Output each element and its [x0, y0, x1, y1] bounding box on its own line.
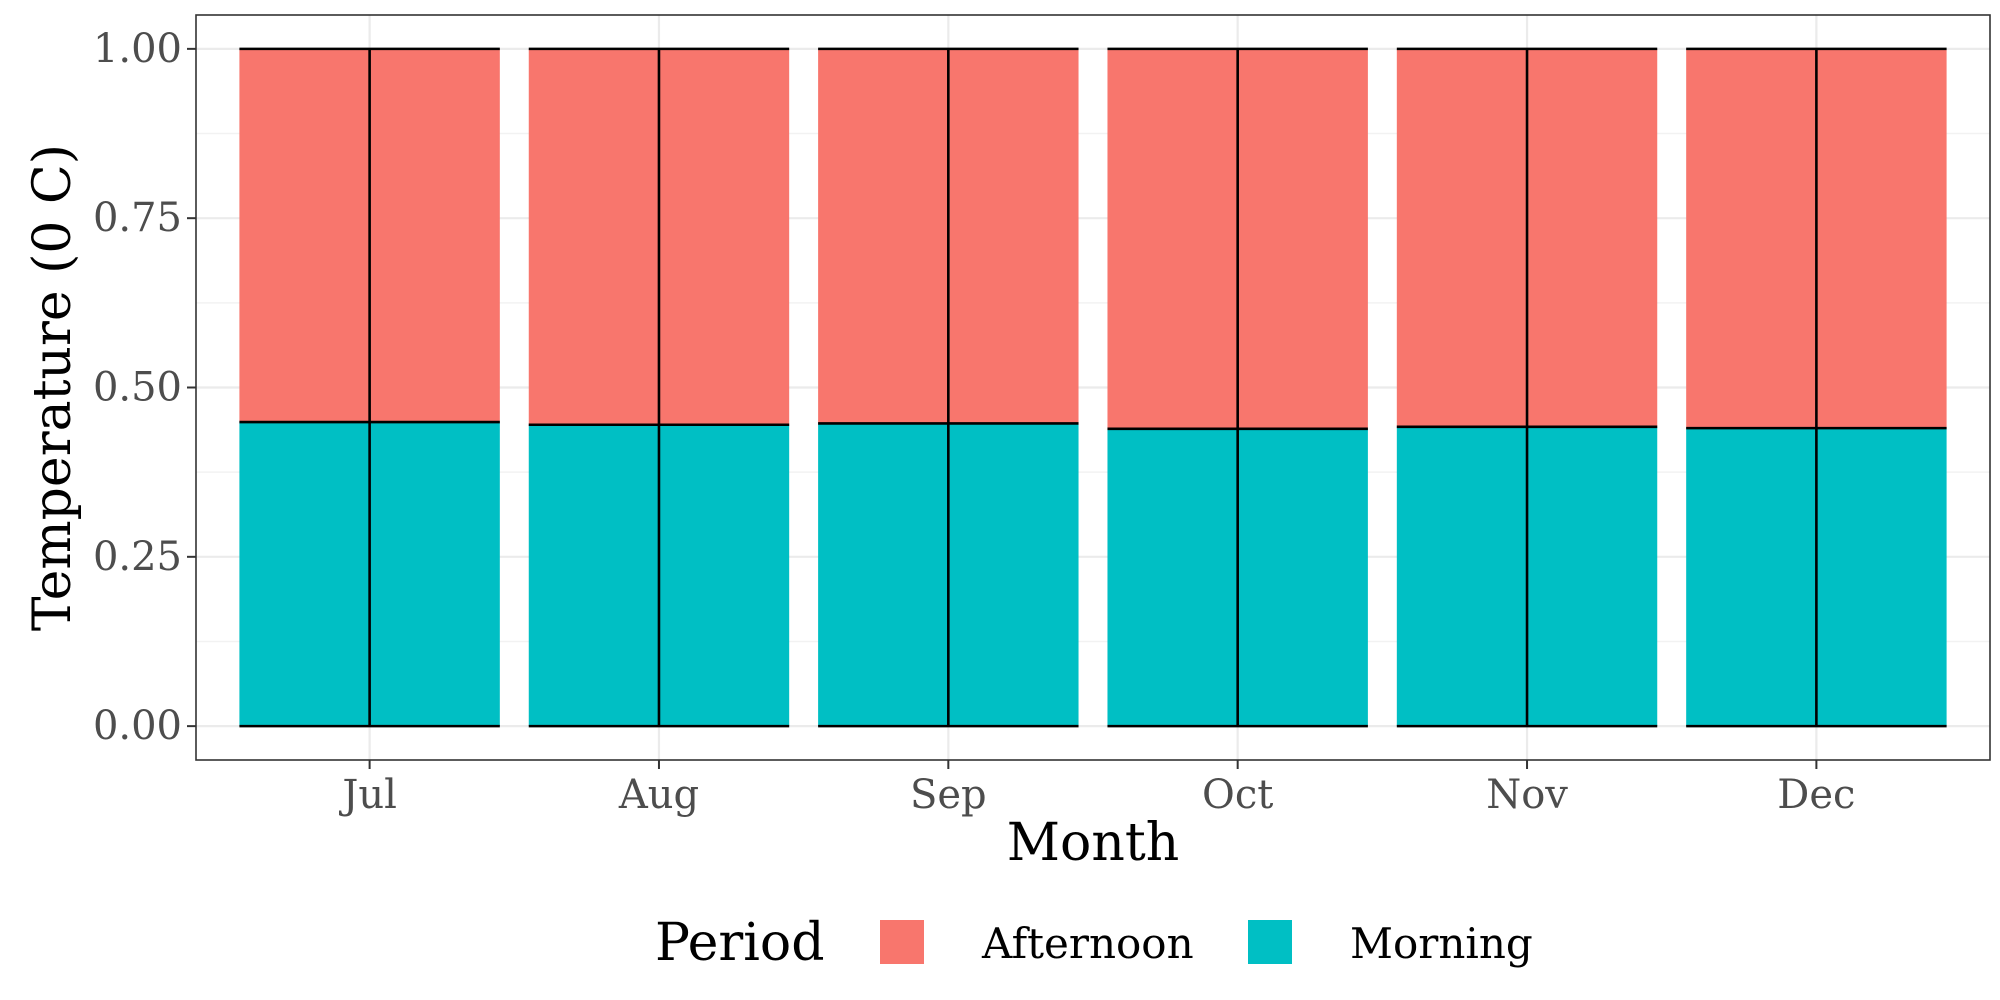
x-axis-title: Month	[1007, 813, 1179, 873]
legend-label-morning: Morning	[1350, 919, 1533, 968]
legend-key-afternoon	[880, 920, 924, 964]
x-tick-label: Nov	[1486, 772, 1568, 818]
x-tick-label: Oct	[1202, 772, 1273, 818]
legend-title: Period	[655, 913, 825, 973]
y-tick-label: 0.00	[93, 703, 182, 749]
legend: Period Afternoon Morning	[655, 913, 1533, 973]
y-tick-label: 0.50	[93, 365, 182, 411]
legend-key-morning	[1248, 920, 1292, 964]
y-axis-title: Temperature (0 C)	[23, 144, 83, 631]
x-tick-label: Jul	[338, 772, 397, 818]
x-tick-label: Dec	[1777, 772, 1855, 818]
x-tick-label: Aug	[618, 772, 699, 818]
legend-label-afternoon: Afternoon	[981, 919, 1194, 968]
y-tick-label: 1.00	[93, 26, 182, 72]
plot-area: 0.00 0.25 0.50 0.75 1.00 Jul Aug Sep Oct Nov Dec	[93, 14, 1991, 818]
y-tick-label: 0.75	[93, 195, 182, 241]
y-tick-label: 0.25	[93, 534, 182, 580]
x-tick-label: Sep	[910, 772, 987, 818]
